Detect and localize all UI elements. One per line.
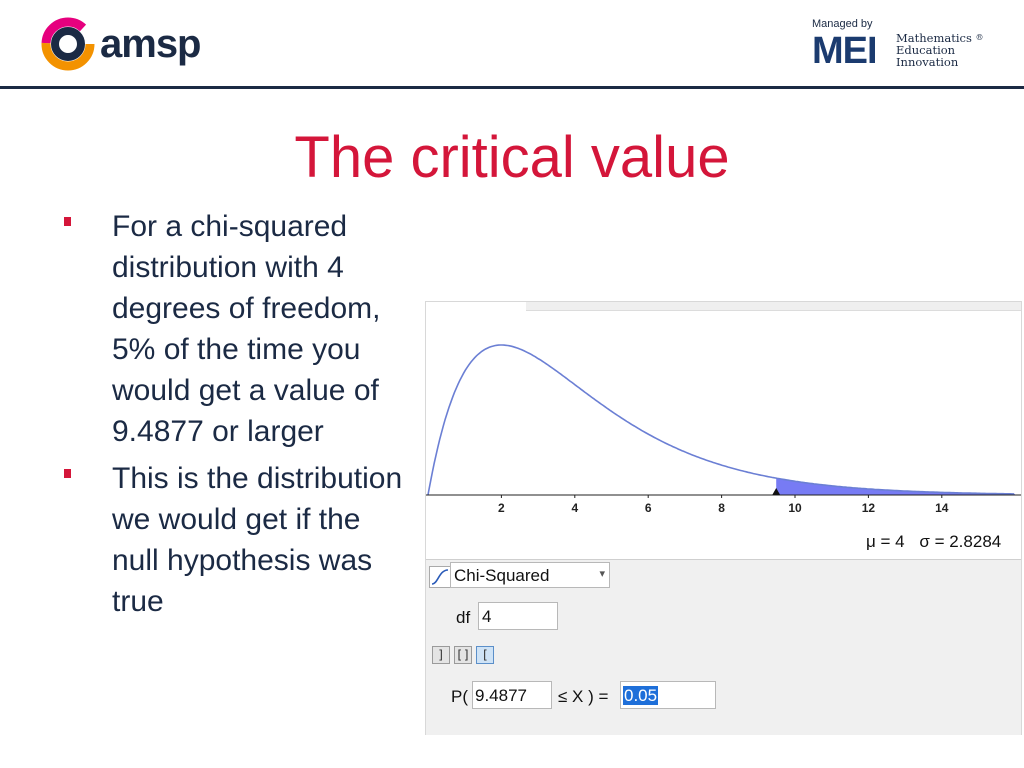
distribution-select-value: Chi-Squared	[454, 566, 550, 585]
probability-result-value: 0.05	[623, 686, 659, 705]
bullet-marker-icon	[64, 217, 71, 226]
slide-title: The critical value	[294, 125, 730, 190]
mei-logo: Managed by MEI Mathematics ® Education I…	[812, 18, 1002, 78]
x-tick-label: 12	[862, 501, 876, 515]
probability-result-input[interactable]: 0.05	[620, 681, 716, 709]
x-tick-label: 6	[645, 501, 652, 515]
interval-button[interactable]: []	[454, 646, 472, 664]
slide-header: amsp Managed by MEI Mathematics ® Educat…	[0, 0, 1024, 90]
x-tick-label: 8	[718, 501, 725, 515]
x-tick-label: 2	[498, 501, 505, 515]
header-divider	[0, 86, 1024, 89]
managed-by-text: Managed by	[812, 18, 873, 30]
mei-word: Education	[896, 43, 956, 57]
sd-value: σ = 2.8284	[919, 532, 1002, 551]
df-input[interactable]: 4	[478, 602, 558, 630]
distribution-graph[interactable]: 2 4 6 8 10 12 14	[426, 302, 1021, 558]
x-tick-label: 4	[571, 501, 578, 515]
amsp-brand-text: amsp	[100, 22, 201, 66]
bullet-list: For a chi-squared distribution with 4 de…	[62, 206, 412, 628]
bullet-item: This is the distribution we would get if…	[62, 458, 412, 622]
distribution-stats: μ = 4 σ = 2.8284	[856, 532, 1001, 552]
distribution-curve-icon[interactable]	[429, 566, 451, 588]
x-tick-label: 14	[935, 501, 949, 515]
amsp-logo-icon	[41, 17, 95, 71]
density-curve	[427, 344, 1015, 496]
probability-label: P(	[451, 687, 468, 706]
shaded-tail-area	[776, 478, 1016, 495]
control-panel: Chi-Squared ▾ df 4 ] [] [ P( 9.4877 ≤ X …	[426, 559, 1021, 735]
mei-word: Mathematics ®	[896, 31, 984, 45]
critical-value-marker[interactable]	[772, 488, 781, 495]
right-sided-button[interactable]: [	[476, 646, 494, 664]
chevron-down-icon: ▾	[599, 568, 605, 580]
x-tick-label: 10	[788, 501, 802, 515]
distribution-select[interactable]: Chi-Squared ▾	[450, 562, 610, 588]
probability-operator: ≤ X ) =	[558, 687, 609, 706]
mei-letters: MEI	[812, 30, 878, 72]
bullet-text: This is the distribution we would get if…	[112, 462, 403, 618]
lower-bound-input[interactable]: 9.4877	[472, 681, 552, 709]
bullet-text: For a chi-squared distribution with 4 de…	[112, 210, 381, 448]
bullet-marker-icon	[64, 469, 71, 478]
mei-word: Innovation	[896, 55, 959, 69]
mei-words: Mathematics ® Education Innovation	[896, 32, 984, 68]
mean-value: μ = 4	[866, 532, 905, 551]
app-toolbar	[526, 302, 1021, 311]
left-sided-button[interactable]: ]	[432, 646, 450, 664]
df-label: df	[456, 608, 471, 627]
distribution-calculator: 2 4 6 8 10 12 14 μ = 4 σ = 2.8284 Chi-Squared …	[425, 301, 1022, 735]
bullet-item: For a chi-squared distribution with 4 de…	[62, 206, 412, 452]
